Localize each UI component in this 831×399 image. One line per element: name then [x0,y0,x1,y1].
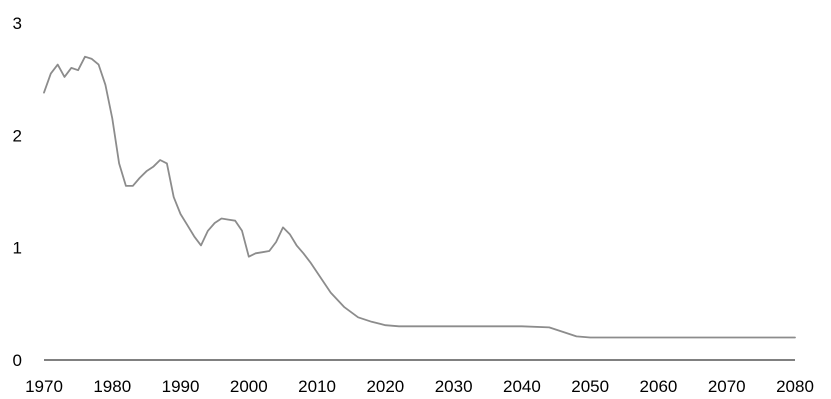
x-tick-label: 1990 [162,377,200,396]
x-tick-label: 2060 [640,377,678,396]
x-tick-label: 2000 [230,377,268,396]
x-tick-label: 2040 [503,377,541,396]
y-tick-label: 1 [13,239,22,258]
x-tick-label: 1980 [93,377,131,396]
x-axis-ticks: 1970 1980 1990 2000 2010 2020 2030 2040 2050 2060… [25,377,814,396]
y-tick-label: 0 [13,351,22,370]
y-tick-label: 3 [13,14,22,33]
y-tick-label: 2 [13,126,22,145]
x-tick-label: 2030 [435,377,473,396]
x-tick-label: 2050 [571,377,609,396]
series-line [43,55,796,339]
y-axis-ticks: 0 1 2 3 [13,14,22,370]
x-tick-label: 1970 [25,377,63,396]
x-tick-label: 2080 [776,377,814,396]
x-tick-label: 2070 [708,377,746,396]
x-tick-label: 2010 [298,377,336,396]
x-tick-label: 2020 [366,377,404,396]
